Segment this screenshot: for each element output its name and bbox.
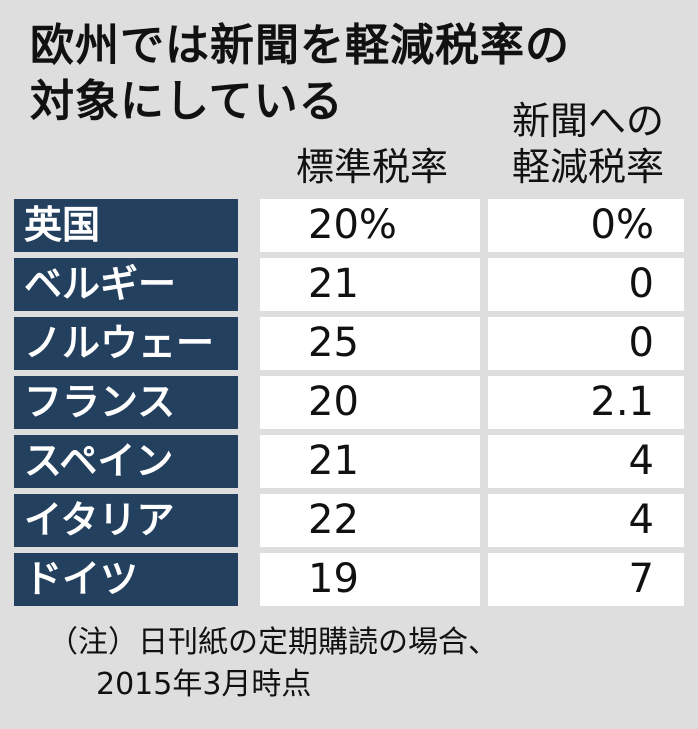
column-header-reduced-line-2: 軽減税率 [511,145,664,189]
standard-rate-cell: 21 [260,258,480,311]
table-row: ノルウェー 25 0 [0,314,698,373]
footnote-line-1: （注）日刊紙の定期購読の場合、 [48,625,498,660]
reduced-rate-cell: 2.1 [488,376,684,429]
title-line-2: 対象にしている [30,76,344,127]
column-header-standard: 標準税率 [295,145,448,189]
standard-rate-cell: 22 [260,494,480,547]
standard-rate-cell: 20 [260,376,480,429]
reduced-rate-cell: 7 [488,553,684,606]
country-cell: イタリア [14,494,238,547]
table-row: スペイン 21 4 [0,432,698,491]
country-cell: ドイツ [14,553,238,606]
country-cell: ノルウェー [14,317,238,370]
footnote: （注）日刊紙の定期購読の場合、 2015年3月時点 [48,622,498,706]
table-row: ベルギー 21 0 [0,255,698,314]
reduced-rate-cell: 0 [488,317,684,370]
reduced-rate-cell: 0 [488,258,684,311]
standard-rate-cell: 25 [260,317,480,370]
title-line-1: 欧州では新聞を軽減税率の [30,20,570,71]
footnote-line-2: 2015年3月時点 [96,667,312,702]
column-header-reduced-line-1: 新聞への [511,99,664,143]
standard-rate-cell: 19 [260,553,480,606]
reduced-rate-cell: 4 [488,494,684,547]
standard-rate-cell: 21 [260,435,480,488]
table-row: 英国 20% 0% [0,196,698,255]
country-cell: スペイン [14,435,238,488]
column-header-reduced: 新聞への 軽減税率 [488,98,688,190]
reduced-rate-cell: 0% [488,199,684,252]
country-cell: フランス [14,376,238,429]
chart-title: 欧州では新聞を軽減税率の 対象にしている [30,18,570,130]
standard-rate-cell: 20% [260,199,480,252]
country-cell: ベルギー [14,258,238,311]
table-row: ドイツ 19 7 [0,550,698,609]
table-row: フランス 20 2.1 [0,373,698,432]
table-row: イタリア 22 4 [0,491,698,550]
reduced-rate-cell: 4 [488,435,684,488]
table-body: 英国 20% 0% ベルギー 21 0 ノルウェー 25 0 フランス 20 2.1 スペイン 21 4 イタ… [0,196,698,609]
country-cell: 英国 [14,199,238,252]
